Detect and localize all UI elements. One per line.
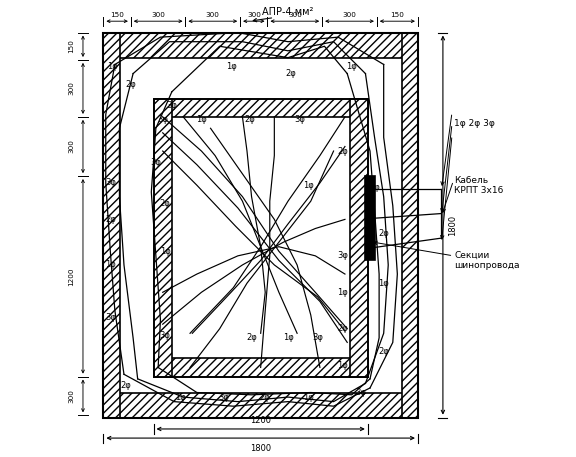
- Text: 3φ: 3φ: [312, 333, 323, 342]
- Text: 2φ: 2φ: [160, 199, 170, 208]
- Text: 300: 300: [151, 11, 165, 17]
- Text: 2φ: 2φ: [126, 80, 136, 90]
- Text: 300: 300: [288, 11, 302, 17]
- Text: 2φ: 2φ: [338, 147, 348, 155]
- Text: 1200: 1200: [69, 267, 74, 286]
- Text: 2φ: 2φ: [105, 215, 116, 224]
- Bar: [104, 32, 120, 418]
- Bar: [172, 117, 350, 358]
- Text: 1φ: 1φ: [303, 181, 314, 190]
- Text: 2φ: 2φ: [378, 347, 389, 356]
- Bar: [154, 58, 367, 99]
- Text: 1φ: 1φ: [160, 247, 170, 256]
- Text: 3φ: 3φ: [105, 313, 116, 322]
- Bar: [154, 99, 172, 377]
- Text: Секции
шинопровода: Секции шинопровода: [454, 251, 520, 270]
- Text: АПР-4 мм²: АПР-4 мм²: [262, 7, 314, 17]
- Text: 3φ: 3φ: [157, 115, 168, 124]
- Text: 1φ: 1φ: [107, 62, 118, 71]
- Text: 1φ: 1φ: [283, 333, 293, 342]
- Bar: [104, 393, 418, 418]
- Text: 2φ: 2φ: [260, 393, 271, 402]
- Text: 2φ: 2φ: [369, 183, 380, 192]
- Text: 300: 300: [69, 389, 74, 403]
- Text: 1φ: 1φ: [105, 260, 116, 270]
- Bar: [104, 32, 418, 418]
- Bar: [154, 377, 367, 393]
- Text: 3φ: 3φ: [337, 251, 348, 260]
- Text: 3φ: 3φ: [219, 393, 230, 402]
- Text: 3φ: 3φ: [166, 101, 177, 110]
- Bar: [154, 99, 367, 377]
- Text: 2φ: 2φ: [121, 381, 132, 390]
- Text: 3φ: 3φ: [160, 331, 170, 340]
- Text: 1800: 1800: [448, 214, 457, 236]
- Text: 300: 300: [69, 81, 74, 96]
- Bar: [365, 176, 376, 260]
- Bar: [367, 58, 401, 393]
- Text: 2φ: 2φ: [285, 69, 295, 78]
- Text: Кабель
КРПТ 3х16: Кабель КРПТ 3х16: [454, 175, 503, 195]
- Text: 1φ: 1φ: [338, 288, 348, 297]
- Text: 1φ: 1φ: [338, 361, 348, 370]
- Text: 1φ 2φ 3φ: 1φ 2φ 3φ: [454, 119, 495, 128]
- Text: 300: 300: [247, 11, 261, 17]
- Bar: [154, 99, 367, 117]
- Text: 2φ: 2φ: [246, 333, 257, 342]
- Text: 150: 150: [69, 39, 74, 53]
- Bar: [401, 32, 418, 418]
- Text: 3φ: 3φ: [105, 178, 116, 187]
- Text: 3φ: 3φ: [150, 158, 161, 167]
- Text: 3φ: 3φ: [294, 115, 305, 124]
- Bar: [120, 58, 154, 393]
- Text: 1φ: 1φ: [196, 115, 207, 124]
- Text: 2φ: 2φ: [338, 324, 348, 333]
- Text: 1200: 1200: [250, 416, 271, 425]
- Text: 1800: 1800: [250, 444, 271, 452]
- Bar: [350, 99, 367, 377]
- Text: 1φ: 1φ: [378, 279, 389, 287]
- Text: 300: 300: [69, 139, 74, 154]
- Text: 3φ: 3φ: [355, 388, 366, 397]
- Text: 1φ: 1φ: [226, 62, 236, 71]
- Text: 300: 300: [206, 11, 220, 17]
- Text: 1φ: 1φ: [303, 393, 314, 402]
- Text: 150: 150: [391, 11, 404, 17]
- Text: 1φ: 1φ: [176, 393, 186, 402]
- Text: 2φ: 2φ: [244, 115, 255, 124]
- Bar: [154, 358, 367, 377]
- Bar: [104, 32, 418, 58]
- Text: 300: 300: [343, 11, 357, 17]
- Text: 2φ: 2φ: [378, 228, 389, 238]
- Text: 150: 150: [110, 11, 124, 17]
- Text: 1φ: 1φ: [346, 62, 357, 71]
